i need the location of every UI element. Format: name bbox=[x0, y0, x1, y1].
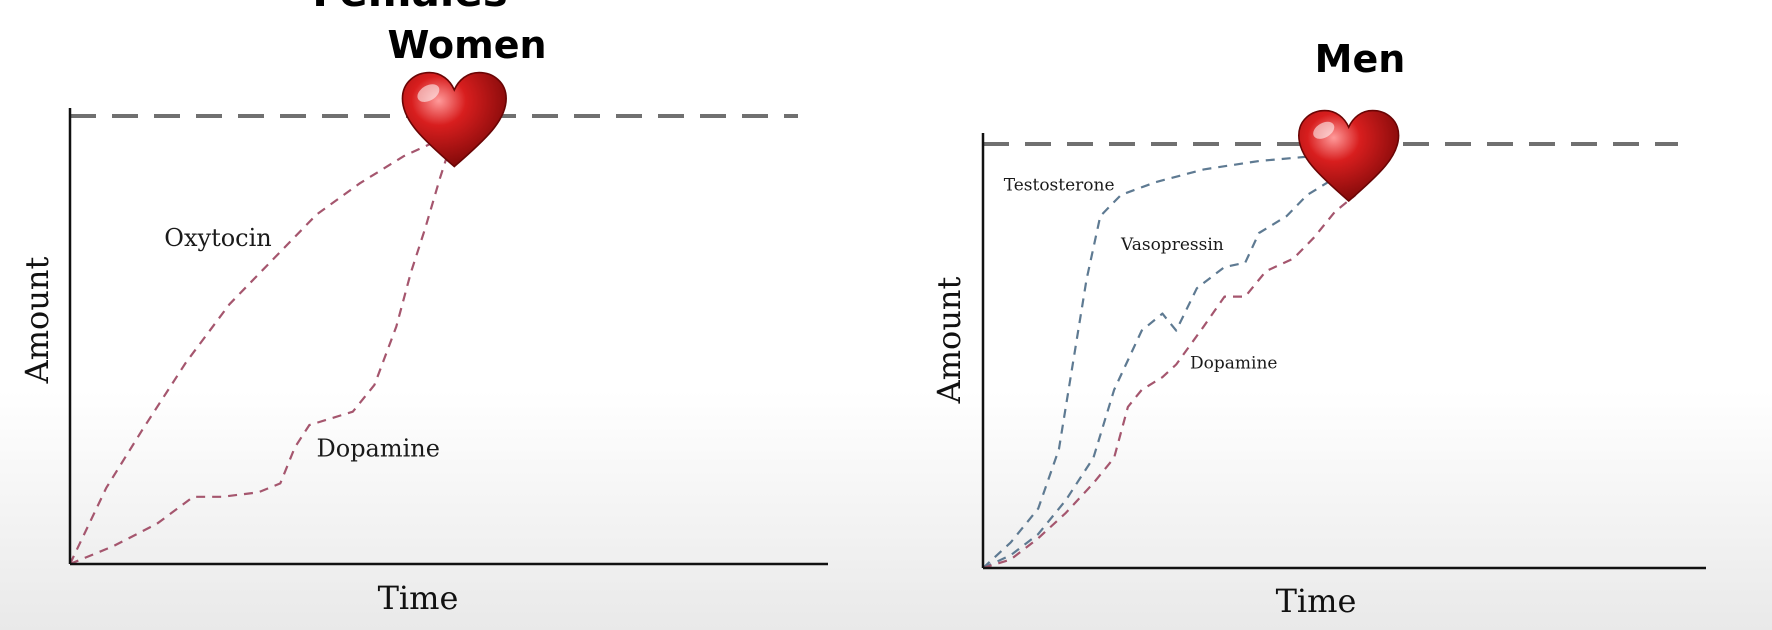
women-chart: Women Oxytocin Dopamine Time Amount bbox=[18, 23, 828, 617]
chart-title-men: Men bbox=[1315, 37, 1406, 81]
men-series-vasopressin-line bbox=[982, 172, 1350, 569]
chart-title-women: Women bbox=[387, 23, 546, 67]
cut-off-heading: Females bbox=[312, 0, 507, 16]
men-x-axis-label: Time bbox=[1276, 582, 1357, 620]
women-x-axis-label: Time bbox=[378, 579, 459, 617]
men-series-label-vasopressin: Vasopressin bbox=[1120, 235, 1224, 255]
women-series-oxytocin-line bbox=[69, 132, 455, 565]
women-series-dopamine-line bbox=[69, 133, 456, 566]
men-plot-area: Testosterone Vasopressin Dopamine bbox=[982, 109, 1678, 570]
men-chart: Men Testosterone Vasopressin Dopamine Time… bbox=[930, 37, 1706, 620]
women-y-axis-label: Amount bbox=[18, 256, 56, 384]
men-series-dopamine-line bbox=[982, 194, 1357, 570]
men-series-label-dopamine: Dopamine bbox=[1190, 354, 1277, 374]
women-series-label-dopamine: Dopamine bbox=[317, 435, 440, 463]
men-series-label-testosterone: Testosterone bbox=[1004, 176, 1115, 196]
women-plot-area: Oxytocin Dopamine bbox=[69, 71, 798, 566]
men-y-axis-label: Amount bbox=[930, 276, 968, 404]
women-series-label-oxytocin: Oxytocin bbox=[164, 224, 271, 252]
